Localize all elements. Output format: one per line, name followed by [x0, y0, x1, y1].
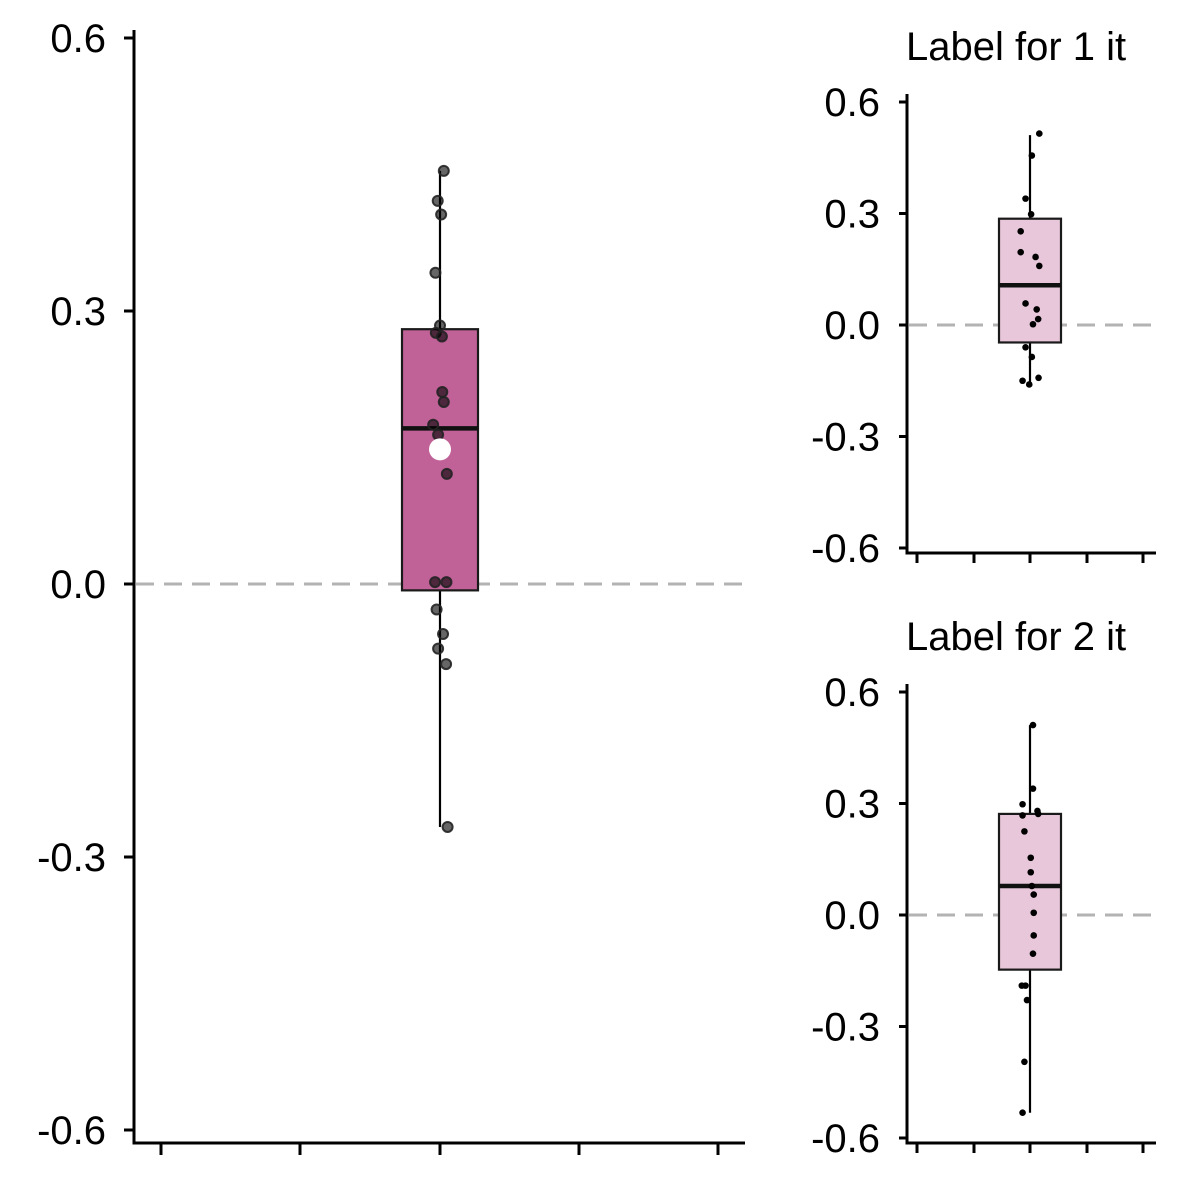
y-tick-label: -0.3: [811, 1006, 880, 1050]
data-point: [1034, 810, 1042, 818]
data-point: [1021, 1058, 1028, 1066]
data-point: [1029, 785, 1037, 792]
data-point: [1019, 812, 1026, 819]
data-point: [1033, 306, 1040, 313]
data-point: [437, 396, 450, 408]
box-iqr: [997, 217, 1063, 344]
data-point: [436, 385, 449, 398]
y-tick-label: 0.3: [824, 193, 880, 237]
data-point: [437, 628, 450, 641]
data-point: [1030, 909, 1038, 917]
data-point: [430, 603, 443, 616]
y-tick-label: 0.6: [50, 17, 106, 61]
data-point: [1029, 950, 1037, 957]
y-tick-label: 0.3: [50, 290, 106, 334]
data-point: [1029, 721, 1037, 729]
data-point: [1030, 891, 1038, 898]
data-point: [1023, 996, 1031, 1004]
main-boxplot-panel: -0.6 -0.3 0.0 0.3 0.6: [37, 17, 745, 1155]
y-tick-label: -0.6: [37, 1109, 106, 1153]
data-point: [1019, 377, 1026, 385]
data-point: [440, 467, 453, 480]
data-point: [1034, 315, 1042, 323]
y-tick-label: 0.0: [50, 563, 106, 607]
data-point: [429, 576, 442, 589]
data-point: [1019, 800, 1026, 808]
data-point: [1036, 130, 1043, 137]
data-point: [437, 164, 450, 177]
data-point: [1027, 854, 1035, 862]
panel-title: Label for 2 it: [906, 615, 1126, 659]
label-for-2-it-panel: Label for 2 it -0.6 -0.3 0.0 0.3 0.6: [811, 615, 1156, 1161]
y-tick-label: 0.0: [824, 894, 880, 938]
data-point: [440, 658, 453, 671]
data-point: [1027, 868, 1035, 876]
data-point: [1029, 320, 1037, 328]
y-tick-label: 0.0: [824, 304, 880, 348]
data-point: [1028, 882, 1036, 890]
data-point: [1028, 353, 1036, 361]
data-point: [435, 208, 448, 221]
data-point: [431, 194, 444, 207]
data-point: [429, 266, 442, 279]
data-point: [1017, 228, 1024, 235]
data-point: [1022, 344, 1029, 351]
y-tick-label: -0.6: [811, 1117, 880, 1161]
panel-title: Label for 1 it: [906, 25, 1126, 69]
data-point: [427, 418, 440, 431]
y-tick-label: 0.6: [824, 671, 880, 715]
data-point: [440, 576, 453, 589]
data-point: [1019, 1109, 1026, 1117]
data-point: [1036, 262, 1043, 270]
data-point: [1035, 374, 1042, 382]
mean-point: [429, 438, 451, 461]
y-tick-label: -0.3: [811, 416, 880, 460]
label-for-1-it-panel: Label for 1 it -0.6 -0.3 0.0 0.3 0.6: [811, 25, 1156, 571]
data-point: [1022, 982, 1029, 989]
data-point: [1017, 248, 1024, 256]
data-point: [1032, 253, 1039, 261]
data-point: [1028, 152, 1036, 159]
data-point: [1027, 210, 1035, 218]
data-point: [1022, 195, 1029, 202]
data-point: [432, 428, 445, 441]
box-iqr: [997, 812, 1063, 971]
data-point: [1030, 932, 1038, 939]
y-tick-label: 0.6: [824, 81, 880, 125]
data-point: [1022, 300, 1029, 307]
y-tick-label: 0.3: [824, 783, 880, 827]
data-point: [441, 820, 454, 833]
y-tick-label: -0.3: [37, 836, 106, 880]
data-point: [432, 642, 445, 655]
data-point: [435, 330, 448, 343]
y-tick-label: -0.6: [811, 527, 880, 571]
data-point: [1021, 828, 1028, 835]
data-point: [1025, 381, 1033, 388]
